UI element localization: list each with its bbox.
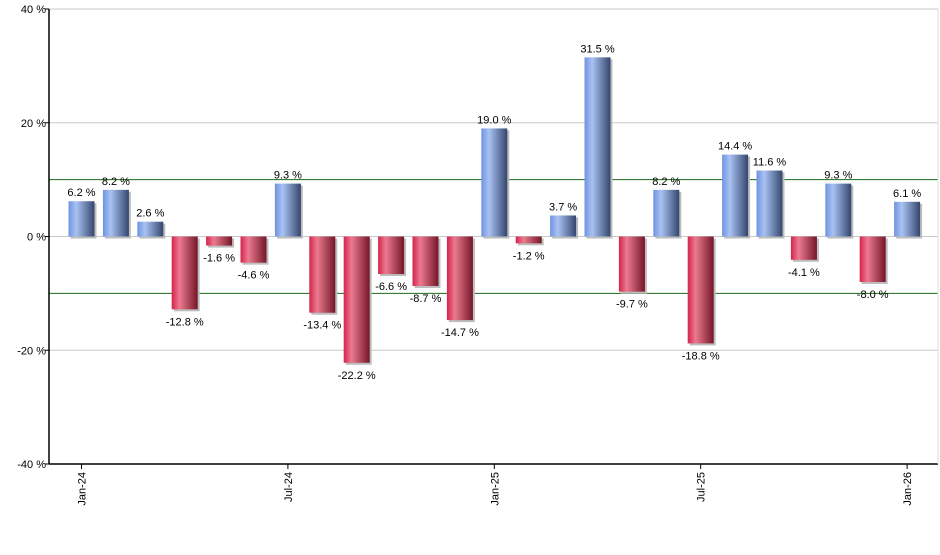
data-label: -9.7 % bbox=[616, 299, 648, 311]
bar-Jan-25 bbox=[481, 128, 508, 237]
data-label: -4.6 % bbox=[238, 270, 270, 282]
bar-Nov-24 bbox=[412, 236, 439, 286]
data-label: 31.5 % bbox=[580, 43, 614, 55]
y-tick-label: -40 % bbox=[17, 459, 46, 471]
x-tick-label: Jul-25 bbox=[696, 472, 708, 502]
data-label: 6.1 % bbox=[893, 188, 921, 200]
bar-Dec-25 bbox=[859, 236, 886, 282]
x-tick-label: Jul-24 bbox=[283, 472, 295, 502]
data-label: 14.4 % bbox=[718, 141, 752, 153]
data-label: -8.0 % bbox=[857, 289, 889, 301]
y-tick-label: 0 % bbox=[27, 232, 46, 244]
bar-Jul-25 bbox=[687, 236, 714, 344]
bar-Oct-24 bbox=[378, 236, 405, 275]
data-label: 8.2 % bbox=[652, 176, 680, 188]
data-label: -12.8 % bbox=[166, 316, 204, 328]
x-tick-label: Jan-25 bbox=[489, 472, 501, 506]
axes: -40 % -20 % 0 % 20 % 40 % Jan-24 Jul-24 Jan-25 J… bbox=[17, 4, 939, 506]
bar-Aug-24 bbox=[309, 236, 336, 313]
data-label: 9.3 % bbox=[274, 170, 302, 182]
data-label: -14.7 % bbox=[441, 327, 479, 339]
data-label: -8.7 % bbox=[410, 293, 442, 305]
data-label: 2.6 % bbox=[136, 208, 164, 220]
bar-May-25 bbox=[618, 236, 645, 292]
bar-Jan-24 bbox=[68, 201, 95, 237]
x-tick-label: Jan-26 bbox=[902, 472, 914, 506]
bar-Apr-25 bbox=[584, 57, 611, 237]
y-tick-label: 20 % bbox=[21, 118, 46, 130]
bar-Mar-25 bbox=[550, 215, 577, 237]
data-label: 9.3 % bbox=[824, 170, 852, 182]
x-tick-label: Jan-24 bbox=[77, 472, 89, 506]
y-tick-label: 40 % bbox=[21, 4, 46, 16]
bar-Mar-24 bbox=[137, 221, 164, 237]
bar-May-24 bbox=[206, 236, 233, 246]
data-label: -1.6 % bbox=[203, 253, 235, 265]
bar-Feb-25 bbox=[515, 236, 542, 244]
bar-Oct-25 bbox=[790, 236, 817, 260]
data-label: 8.2 % bbox=[102, 176, 130, 188]
bars: 6.2 % 8.2 % 2.6 % -12.8 % -1.6 %-4.6 % 9.3 % -… bbox=[67, 43, 923, 382]
bar-Jul-24 bbox=[274, 183, 301, 237]
bar-Apr-24 bbox=[171, 236, 198, 310]
bar-Aug-25 bbox=[722, 154, 749, 237]
data-label: -18.8 % bbox=[682, 350, 720, 362]
bar-Sep-25 bbox=[756, 170, 783, 237]
bar-Sep-24 bbox=[343, 236, 370, 363]
data-label: -4.1 % bbox=[788, 267, 820, 279]
bar-Jan-26 bbox=[894, 201, 921, 237]
bar-Nov-25 bbox=[825, 183, 852, 237]
data-label: 6.2 % bbox=[67, 187, 95, 199]
bar-Jun-24 bbox=[240, 236, 267, 263]
bar-Feb-24 bbox=[102, 189, 129, 237]
data-label: 11.6 % bbox=[753, 157, 787, 169]
data-label: -13.4 % bbox=[303, 320, 341, 332]
data-label: -6.6 % bbox=[375, 281, 407, 293]
data-label: -22.2 % bbox=[338, 370, 376, 382]
data-label: 3.7 % bbox=[549, 201, 577, 213]
data-label: -1.2 % bbox=[513, 250, 545, 262]
bar-Jun-25 bbox=[653, 189, 680, 237]
y-tick-label: -20 % bbox=[17, 345, 46, 357]
bar-Dec-24 bbox=[446, 236, 473, 321]
data-label: 19.0 % bbox=[477, 114, 511, 126]
